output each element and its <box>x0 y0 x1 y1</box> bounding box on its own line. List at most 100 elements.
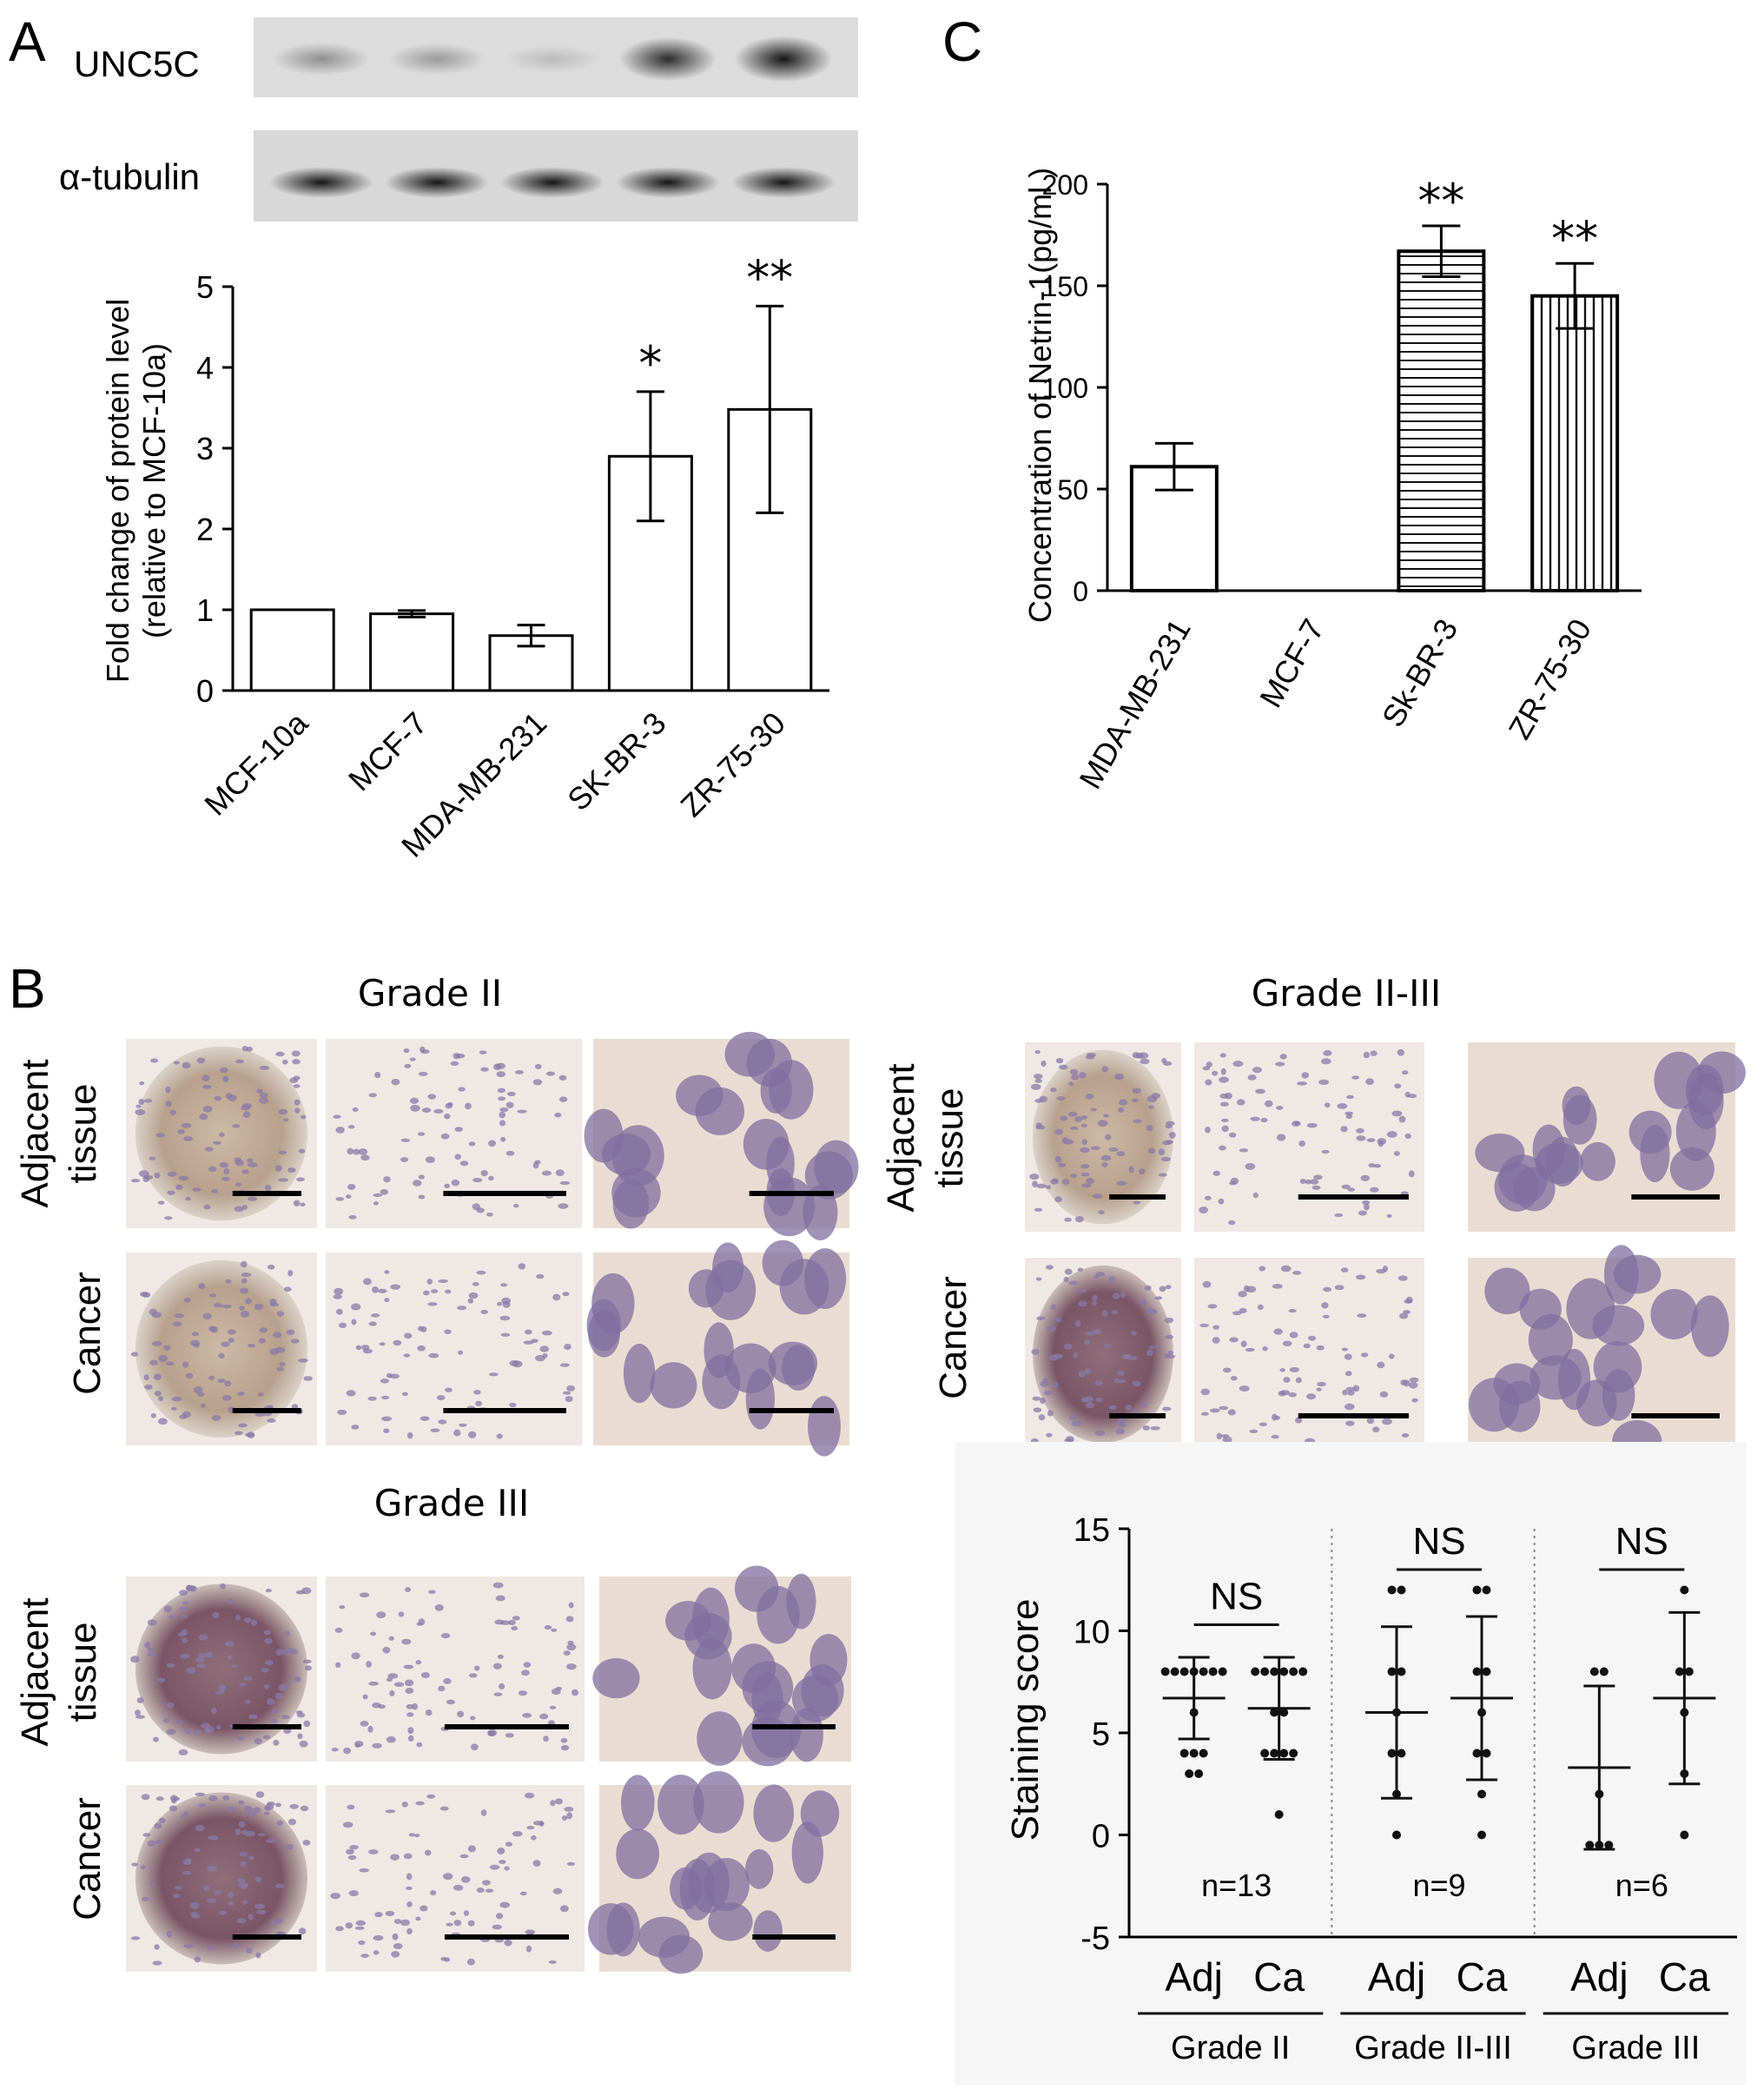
cell-nucleus <box>438 1685 446 1692</box>
cell-nucleus <box>417 1345 426 1352</box>
cell-nucleus <box>138 1170 149 1178</box>
cell-nucleus <box>1064 1268 1073 1275</box>
cell-nucleus <box>403 1664 414 1669</box>
cell-nucleus <box>428 1352 439 1359</box>
cell-nucleus <box>401 1392 408 1397</box>
cell-nucleus <box>509 1402 517 1408</box>
cell-nucleus <box>1360 1174 1371 1181</box>
cell-nucleus <box>220 1067 228 1074</box>
cell-nucleus <box>753 1784 795 1842</box>
cell-nucleus <box>224 1641 235 1647</box>
cell-nucleus <box>550 1800 556 1807</box>
cell-nucleus <box>278 1178 289 1182</box>
chart-a-ytick-label: 2 <box>196 512 214 547</box>
chart-a-xtick-label: ZR-75-30 <box>673 705 792 824</box>
cell-nucleus <box>194 1956 202 1963</box>
cell-nucleus <box>246 1046 253 1052</box>
cell-nucleus <box>241 1169 249 1174</box>
cell-nucleus <box>1067 1111 1078 1117</box>
chart-c-xtick-label: ZR-75-30 <box>1502 613 1599 745</box>
cell-nucleus <box>1166 1354 1176 1359</box>
cell-nucleus <box>301 1114 307 1120</box>
cell-nucleus <box>195 1656 205 1663</box>
cell-nucleus <box>360 1953 369 1958</box>
cell-nucleus <box>366 1661 372 1668</box>
cell-nucleus <box>1071 1420 1082 1427</box>
cell-nucleus <box>506 1091 516 1097</box>
cell-nucleus <box>158 1396 164 1402</box>
cell-nucleus <box>239 1852 248 1857</box>
cell-nucleus <box>296 1712 306 1718</box>
cell-nucleus <box>650 1362 697 1409</box>
cell-nucleus <box>359 1592 370 1598</box>
cell-nucleus <box>445 1289 452 1294</box>
cell-nucleus <box>1366 1138 1376 1142</box>
cell-nucleus <box>297 1733 303 1740</box>
cell-nucleus <box>568 1602 574 1609</box>
cell-nucleus <box>256 1909 267 1914</box>
row-label-cancer: Cancer <box>932 1276 974 1399</box>
cell-nucleus <box>219 1161 229 1168</box>
cell-nucleus <box>416 1742 423 1748</box>
cell-nucleus <box>393 1919 402 1924</box>
cell-nucleus <box>1085 1094 1094 1100</box>
cell-nucleus <box>154 1172 161 1179</box>
cell-nucleus <box>1262 1345 1268 1352</box>
cell-nucleus <box>208 1166 217 1173</box>
cell-nucleus <box>167 1190 175 1195</box>
cell-nucleus <box>1360 1352 1369 1358</box>
cell-nucleus <box>291 1050 301 1057</box>
cell-nucleus <box>403 1048 410 1054</box>
cell-nucleus <box>157 1200 165 1205</box>
cell-nucleus <box>1116 1151 1126 1157</box>
cell-nucleus <box>302 1840 311 1846</box>
cell-nucleus <box>403 1353 411 1358</box>
cell-nucleus <box>1629 1110 1672 1154</box>
cell-nucleus <box>241 1278 248 1284</box>
cell-nucleus <box>276 1820 284 1827</box>
score-ylabel: Staining score <box>1004 1599 1047 1841</box>
cell-nucleus <box>1098 1210 1105 1215</box>
cell-nucleus <box>367 1725 373 1733</box>
cell-nucleus <box>1200 1411 1209 1416</box>
cell-nucleus <box>1080 1115 1088 1120</box>
cell-nucleus <box>1321 1149 1330 1154</box>
cell-nucleus <box>177 1128 185 1134</box>
cell-nucleus <box>623 1343 656 1404</box>
cell-nucleus <box>1240 1340 1247 1348</box>
cell-nucleus <box>330 1892 340 1900</box>
cell-nucleus <box>1113 1378 1121 1384</box>
cell-nucleus <box>354 1926 365 1930</box>
cell-nucleus <box>1108 1147 1119 1152</box>
cell-nucleus <box>467 1298 474 1304</box>
cell-nucleus <box>1212 1325 1219 1330</box>
row-label-adjacent-l2: tissue <box>928 1088 971 1188</box>
cell-nucleus <box>564 1344 571 1351</box>
cell-nucleus <box>436 1395 446 1401</box>
cell-nucleus <box>393 1682 405 1688</box>
cell-nucleus <box>1081 1139 1087 1146</box>
histology-panel: Grade II Grade II-III Grade III Adjacent… <box>14 972 1746 1974</box>
panel-label-c: C <box>942 10 982 73</box>
cell-nucleus <box>509 1360 519 1367</box>
cell-nucleus <box>418 1071 428 1076</box>
cell-nucleus <box>1341 1184 1351 1189</box>
cell-nucleus <box>512 1203 519 1208</box>
cell-nucleus <box>1340 1267 1349 1273</box>
cell-nucleus <box>221 1176 230 1181</box>
cell-nucleus <box>158 1817 166 1824</box>
cell-nucleus <box>400 1138 411 1142</box>
cell-nucleus <box>191 1332 199 1337</box>
score-point <box>1194 1769 1204 1778</box>
cell-nucleus <box>467 1920 475 1927</box>
cell-nucleus <box>1199 1323 1210 1327</box>
cell-nucleus <box>1084 1368 1091 1375</box>
cell-nucleus <box>501 1297 512 1305</box>
cell-nucleus <box>274 1165 282 1172</box>
cell-nucleus <box>386 1372 393 1378</box>
cell-nucleus <box>1259 1422 1267 1427</box>
cell-nucleus <box>298 1148 306 1154</box>
cell-nucleus <box>224 1380 232 1387</box>
cell-nucleus <box>693 1771 744 1834</box>
score-point <box>1279 1667 1289 1676</box>
